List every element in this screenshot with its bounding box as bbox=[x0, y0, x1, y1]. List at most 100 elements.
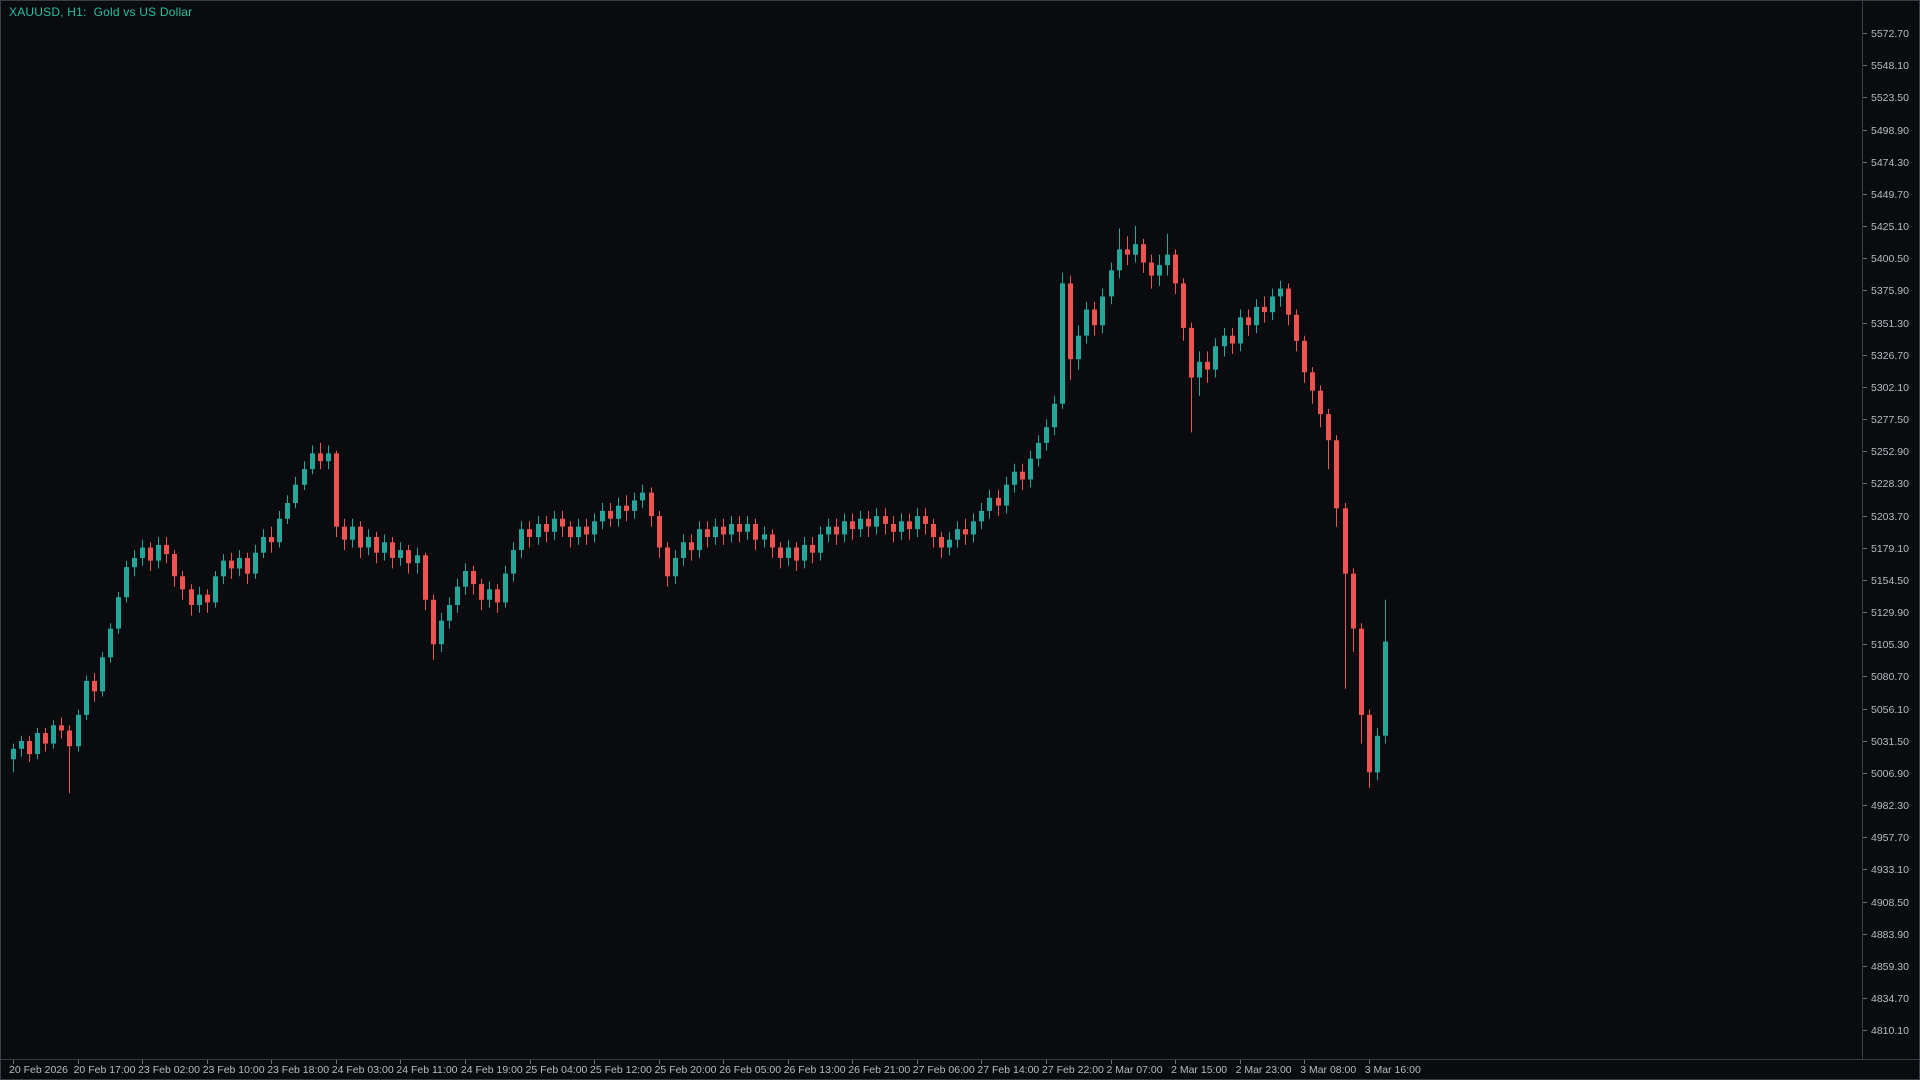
candle-bull[interactable] bbox=[1109, 262, 1114, 305]
candle-bull[interactable] bbox=[874, 508, 879, 535]
candle-bear[interactable] bbox=[544, 516, 549, 543]
candle-bear[interactable] bbox=[923, 508, 928, 535]
candle-bear[interactable] bbox=[568, 521, 573, 548]
candle-bear[interactable] bbox=[931, 518, 936, 548]
candle-bull[interactable] bbox=[1060, 272, 1065, 409]
candle-bear[interactable] bbox=[471, 565, 476, 595]
candle-bear[interactable] bbox=[1230, 327, 1235, 354]
candle-bear[interactable] bbox=[608, 503, 613, 527]
candle-bull[interactable] bbox=[681, 534, 686, 566]
candle-bull[interactable] bbox=[616, 497, 621, 527]
candle-bull[interactable] bbox=[1076, 325, 1081, 370]
candle-bear[interactable] bbox=[1367, 709, 1372, 789]
price-axis[interactable]: 5572.70 5548.10 5523.50 5498.90 5474.30 5449.… bbox=[1862, 1, 1919, 1060]
candle-bull[interactable] bbox=[640, 484, 645, 509]
candle-bull[interactable] bbox=[116, 591, 121, 634]
candle-bull[interactable] bbox=[955, 521, 960, 548]
candle-bull[interactable] bbox=[858, 510, 863, 537]
candle-bull[interactable] bbox=[1133, 225, 1138, 263]
candle-bear[interactable] bbox=[1141, 238, 1146, 273]
candle-bear[interactable] bbox=[205, 589, 210, 613]
candle-bear[interactable] bbox=[43, 727, 48, 752]
candle-bear[interactable] bbox=[1334, 435, 1339, 527]
candle-bear[interactable] bbox=[67, 725, 72, 794]
candle-bull[interactable] bbox=[237, 550, 242, 577]
candle-bear[interactable] bbox=[1092, 301, 1097, 336]
candle-bull[interactable] bbox=[221, 554, 226, 585]
candle-bull[interactable] bbox=[1157, 254, 1162, 286]
candle-bear[interactable] bbox=[1359, 623, 1364, 744]
candle-bear[interactable] bbox=[810, 537, 815, 564]
candle-bear[interactable] bbox=[866, 510, 871, 537]
candle-bear[interactable] bbox=[753, 518, 758, 551]
candle-bear[interactable] bbox=[431, 594, 436, 660]
plot-area[interactable] bbox=[1, 1, 1862, 1060]
candle-bear[interactable] bbox=[1068, 275, 1073, 381]
candle-bull[interactable] bbox=[1270, 288, 1275, 320]
candle-bear[interactable] bbox=[180, 571, 185, 600]
candle-bull[interactable] bbox=[576, 518, 581, 545]
candle-bear[interactable] bbox=[1246, 309, 1251, 336]
candle-bear[interactable] bbox=[390, 537, 395, 569]
candle-bull[interactable] bbox=[987, 490, 992, 519]
candle-bull[interactable] bbox=[1238, 309, 1243, 352]
candle-bull[interactable] bbox=[84, 675, 89, 721]
candle-bull[interactable] bbox=[415, 547, 420, 574]
candle-bull[interactable] bbox=[552, 510, 557, 540]
candle-bull[interactable] bbox=[697, 521, 702, 558]
candle-bear[interactable] bbox=[1173, 249, 1178, 294]
candle-bear[interactable] bbox=[1302, 335, 1307, 383]
candle-bear[interactable] bbox=[1181, 278, 1186, 341]
candle-bull[interactable] bbox=[487, 581, 492, 608]
candle-bear[interactable] bbox=[624, 495, 629, 522]
candle-bear[interactable] bbox=[1149, 254, 1154, 289]
candle-bear[interactable] bbox=[92, 673, 97, 702]
candle-bull[interactable] bbox=[511, 542, 516, 582]
candle-bear[interactable] bbox=[342, 518, 347, 551]
candle-bear[interactable] bbox=[1310, 367, 1315, 404]
candle-bear[interactable] bbox=[59, 717, 64, 739]
candle-bull[interactable] bbox=[1084, 301, 1089, 344]
candle-bull[interactable] bbox=[1028, 450, 1033, 488]
candle-bear[interactable] bbox=[560, 510, 565, 537]
candle-bear[interactable] bbox=[1326, 408, 1331, 470]
candle-bull[interactable] bbox=[673, 550, 678, 585]
candle-bull[interactable] bbox=[108, 623, 113, 663]
candle-bear[interactable] bbox=[1125, 236, 1130, 266]
candle-bear[interactable] bbox=[245, 552, 250, 585]
candle-bull[interactable] bbox=[1222, 327, 1227, 357]
candle-bull[interactable] bbox=[826, 518, 831, 543]
candle-bear[interactable] bbox=[939, 531, 944, 558]
candle-bull[interactable] bbox=[1197, 351, 1202, 396]
candle-bull[interactable] bbox=[35, 727, 40, 760]
candle-bull[interactable] bbox=[277, 510, 282, 548]
candle-bull[interactable] bbox=[382, 534, 387, 561]
candle-bull[interactable] bbox=[76, 709, 81, 752]
candle-bear[interactable] bbox=[649, 487, 654, 527]
candle-bear[interactable] bbox=[665, 542, 670, 587]
candle-bull[interactable] bbox=[713, 518, 718, 545]
candle-bull[interactable] bbox=[1213, 338, 1218, 378]
candle-bull[interactable] bbox=[947, 531, 952, 556]
candle-bull[interactable] bbox=[1036, 435, 1041, 467]
candle-bull[interactable] bbox=[729, 516, 734, 543]
candle-bear[interactable] bbox=[907, 513, 912, 540]
candle-bull[interactable] bbox=[1254, 299, 1259, 334]
candle-bear[interactable] bbox=[850, 513, 855, 540]
candle-bear[interactable] bbox=[963, 518, 968, 545]
candle-bull[interactable] bbox=[632, 492, 637, 519]
candle-bear[interactable] bbox=[883, 508, 888, 535]
candle-bear[interactable] bbox=[229, 552, 234, 579]
candle-bear[interactable] bbox=[172, 550, 177, 587]
candle-bear[interactable] bbox=[721, 518, 726, 545]
candle-bull[interactable] bbox=[1100, 288, 1105, 334]
candle-bull[interactable] bbox=[439, 612, 444, 653]
candle-bull[interactable] bbox=[1165, 233, 1170, 276]
candle-bull[interactable] bbox=[503, 565, 508, 608]
candle-bear[interactable] bbox=[495, 584, 500, 613]
candle-bull[interactable] bbox=[350, 518, 355, 548]
candle-bull[interactable] bbox=[1117, 228, 1122, 279]
candle-bull[interactable] bbox=[818, 526, 823, 561]
candle-bull[interactable] bbox=[1383, 599, 1388, 744]
